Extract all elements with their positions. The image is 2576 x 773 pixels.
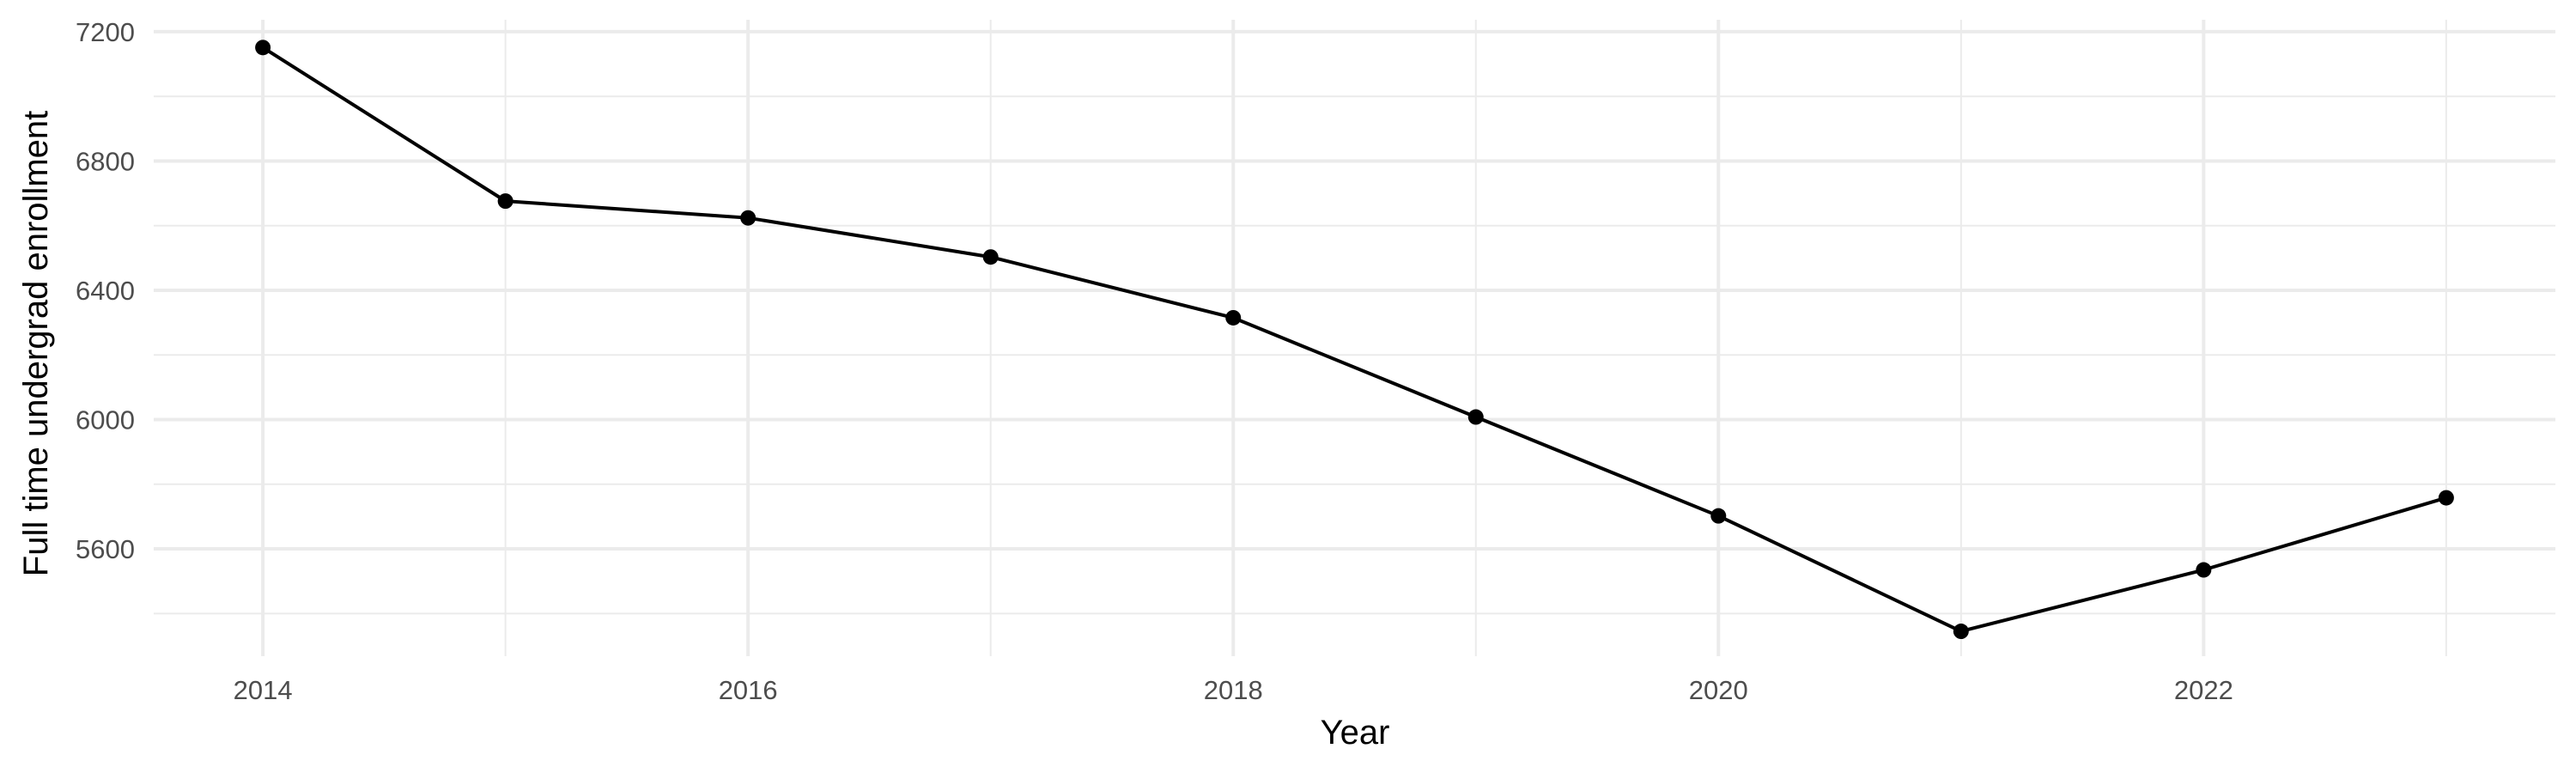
y-tick-label: 6800: [76, 146, 135, 176]
data-point: [1225, 309, 1242, 326]
data-point: [1953, 624, 1969, 640]
data-point: [982, 249, 999, 265]
y-axis-ticks: 5600 6000 6400 6800 7200: [76, 17, 135, 564]
series: [255, 40, 2454, 640]
data-point: [740, 210, 756, 226]
y-tick-label: 7200: [76, 17, 135, 47]
data-point: [1467, 409, 1484, 425]
data-point: [497, 193, 513, 210]
data-point: [2438, 490, 2454, 506]
y-axis-title: Full time undergrad enrollment: [17, 111, 55, 576]
y-tick-label: 5600: [76, 534, 135, 564]
grid: [154, 20, 2555, 656]
data-point: [2196, 562, 2212, 578]
y-tick-label: 6000: [76, 405, 135, 435]
data-point: [1710, 508, 1727, 524]
x-tick-label: 2018: [1204, 675, 1263, 705]
data-point: [255, 40, 271, 56]
x-axis-title: Year: [1321, 714, 1390, 752]
x-axis-ticks: 2014 2016 2018 2020 2022: [234, 675, 2233, 705]
x-tick-label: 2020: [1689, 675, 1748, 705]
x-tick-label: 2014: [234, 675, 293, 705]
x-tick-label: 2016: [719, 675, 778, 705]
x-tick-label: 2022: [2174, 675, 2233, 705]
y-tick-label: 6400: [76, 276, 135, 306]
series-line: [262, 46, 2447, 634]
